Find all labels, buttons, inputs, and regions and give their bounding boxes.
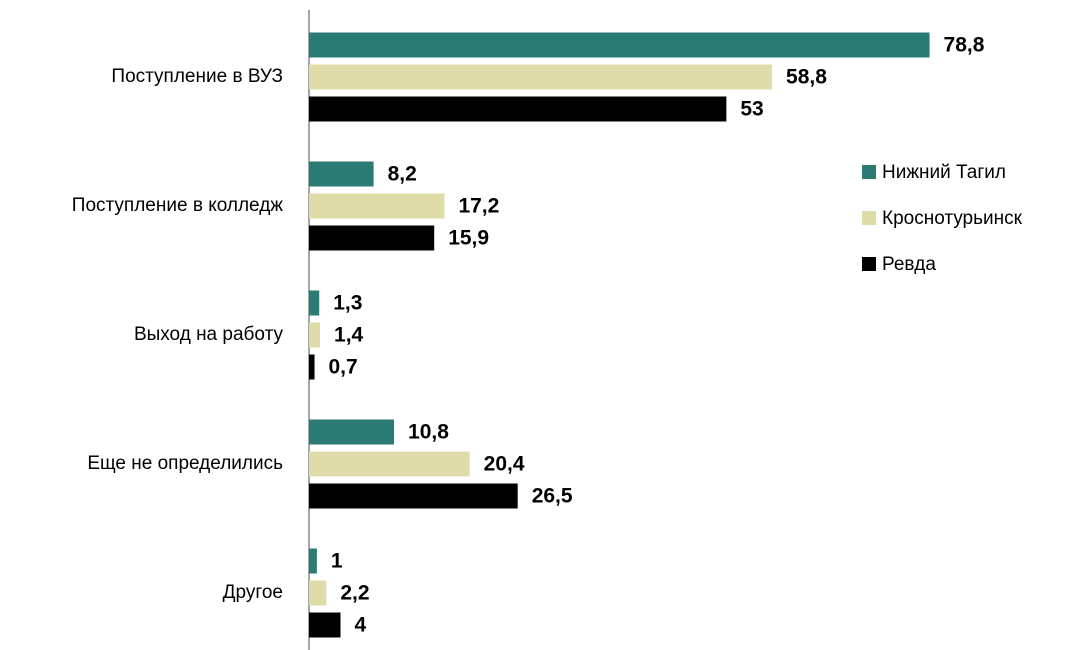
bar	[309, 483, 518, 509]
category-label: Еще не определились	[87, 453, 283, 474]
bar	[309, 225, 435, 251]
legend-swatch	[862, 257, 876, 271]
value-label: 1,4	[334, 324, 364, 347]
bar	[309, 580, 327, 606]
value-label: 26,5	[532, 485, 573, 508]
value-label: 1	[331, 550, 343, 573]
bar	[309, 354, 315, 380]
value-label: 58,8	[786, 66, 827, 89]
category-label: Поступление в колледж	[72, 195, 283, 216]
value-label: 15,9	[448, 227, 489, 250]
bar	[309, 419, 395, 445]
category-label: Другое	[223, 582, 283, 603]
legend-label: Кроснотурьинск	[882, 208, 1023, 229]
value-label: 20,4	[484, 453, 525, 476]
legend-swatch	[862, 165, 876, 179]
value-label: 10,8	[408, 421, 449, 444]
value-label: 8,2	[388, 163, 417, 186]
value-label: 78,8	[944, 34, 985, 57]
bar	[309, 161, 374, 187]
category-label: Выход на работу	[134, 324, 284, 345]
legend-label: Нижний Тагил	[882, 162, 1006, 183]
bar	[309, 64, 773, 90]
bar	[309, 96, 727, 122]
bar	[309, 32, 930, 58]
value-label: 0,7	[329, 356, 358, 379]
bar	[309, 322, 321, 348]
value-label: 17,2	[458, 195, 499, 218]
bar	[309, 290, 320, 316]
value-label: 53	[740, 98, 763, 121]
category-label: Поступление в ВУЗ	[111, 66, 283, 87]
legend-swatch	[862, 211, 876, 225]
bar	[309, 193, 445, 219]
value-label: 4	[355, 614, 367, 637]
bar	[309, 612, 341, 638]
bar	[309, 548, 317, 574]
legend-label: Ревда	[882, 254, 936, 275]
value-label: 2,2	[340, 582, 369, 605]
bar	[309, 451, 470, 477]
value-label: 1,3	[333, 292, 362, 315]
